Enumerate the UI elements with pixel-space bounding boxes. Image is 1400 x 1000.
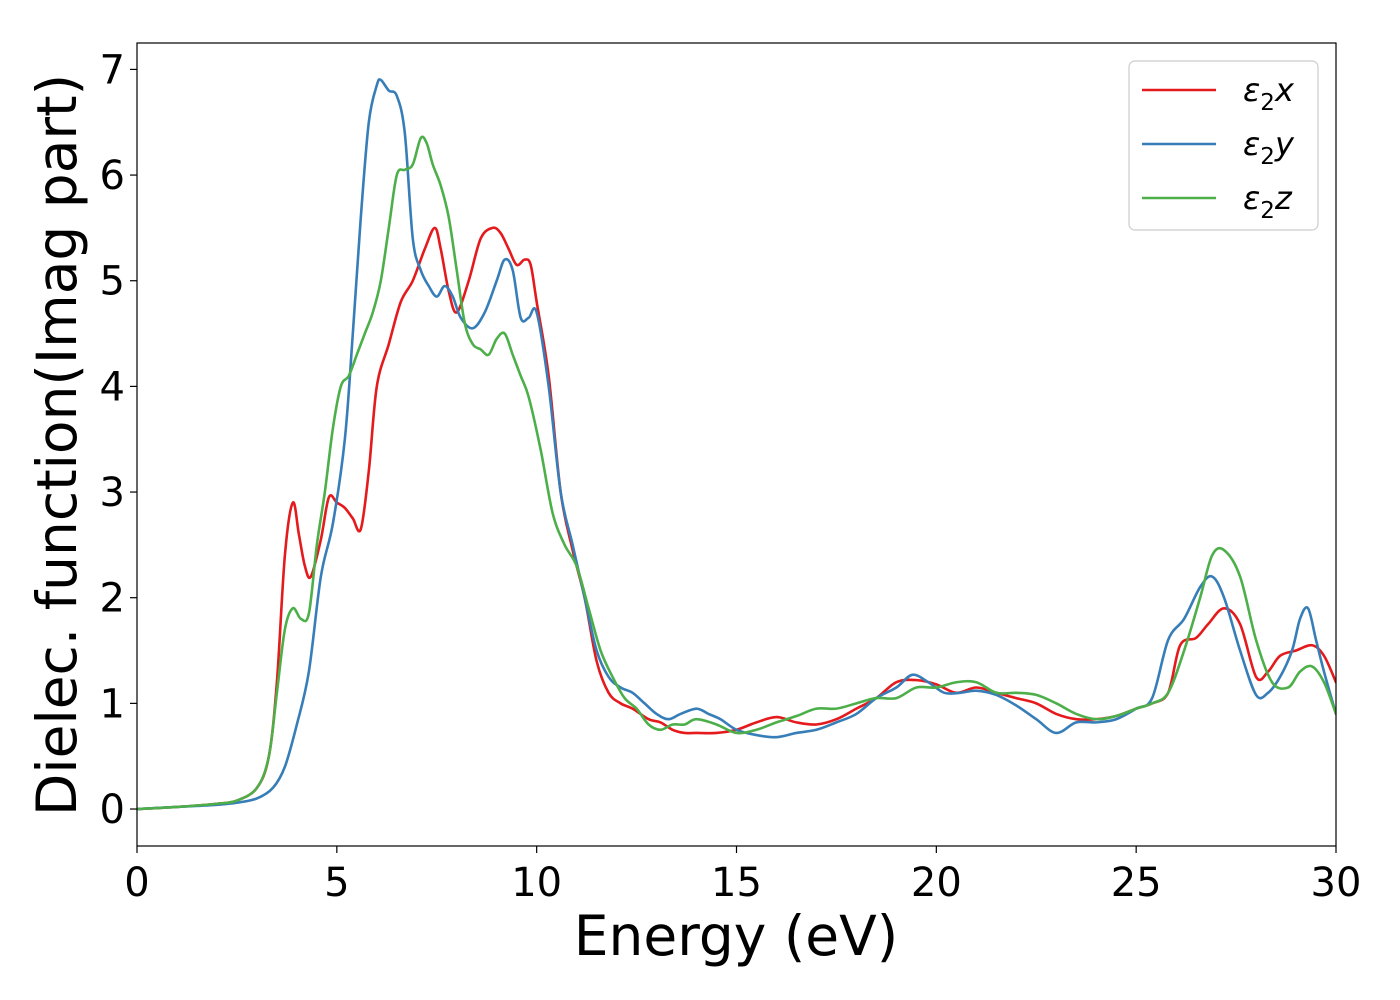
series-line-y — [137, 78, 1336, 811]
y-tick-label: 1 — [100, 681, 125, 727]
y-tick-label: 7 — [100, 47, 125, 93]
y-tick-label: 2 — [100, 576, 125, 622]
y-tick-label: 5 — [100, 259, 125, 305]
y-axis: 0 1 2 3 4 5 6 7 — [100, 47, 137, 833]
x-axis-label: Energy (eV) — [574, 904, 898, 968]
x-tick-label: 25 — [1111, 860, 1162, 906]
x-axis: 0 5 10 15 20 25 30 — [124, 846, 1361, 906]
series-line-z — [137, 135, 1336, 811]
legend-label-x: ε2x — [1243, 71, 1295, 116]
x-tick-label: 5 — [324, 860, 349, 906]
y-tick-label: 6 — [100, 153, 125, 199]
legend: ε2x ε2y ε2z — [1128, 60, 1319, 231]
y-axis-label: Dielec. function(Imag part) — [25, 74, 89, 816]
x-tick-label: 15 — [711, 860, 762, 906]
legend-label-z: ε2z — [1243, 179, 1293, 224]
x-tick-label: 20 — [911, 860, 962, 906]
legend-label-y: ε2y — [1243, 125, 1295, 170]
y-tick-label: 0 — [100, 787, 125, 833]
x-tick-label: 10 — [511, 860, 562, 906]
y-tick-label: 4 — [100, 364, 125, 410]
x-tick-label: 30 — [1311, 860, 1362, 906]
series-line-x — [137, 226, 1336, 811]
y-tick-label: 3 — [100, 470, 125, 516]
x-tick-label: 0 — [124, 860, 149, 906]
legend-box — [1128, 60, 1319, 231]
